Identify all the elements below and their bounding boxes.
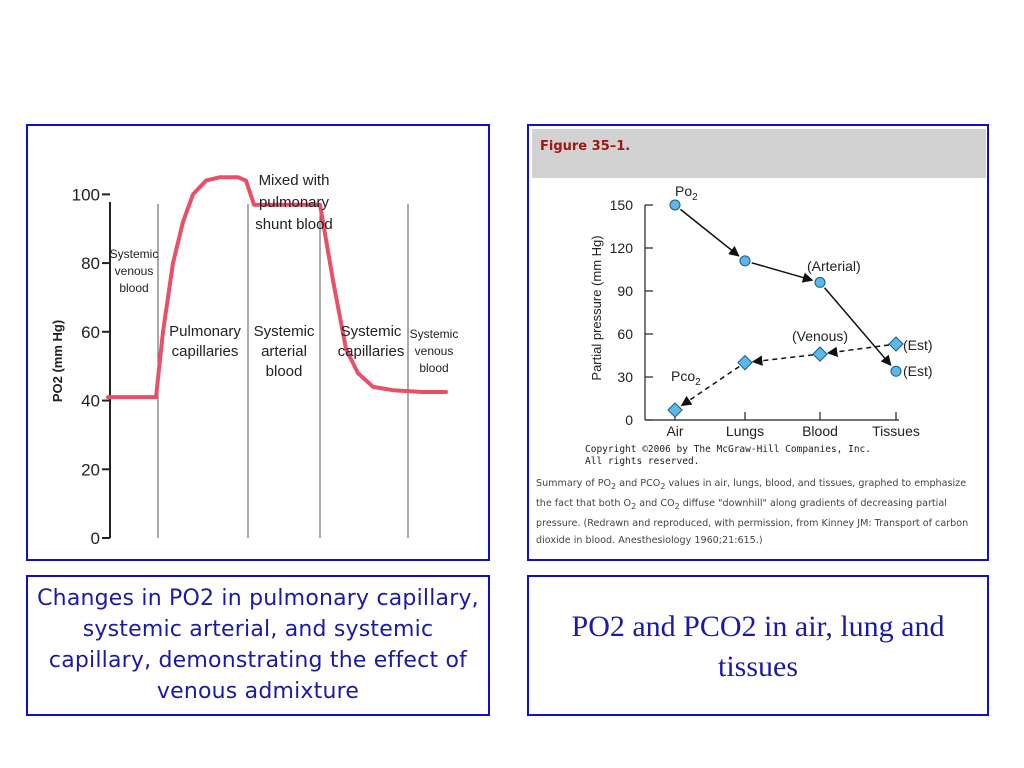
pco2-point: [667, 402, 683, 418]
y-tick-label: 120: [610, 240, 634, 256]
region-label-sv1: Systemic venous blood: [110, 247, 159, 295]
region-label-line: Pulmonary: [169, 323, 241, 340]
caption-text-part: diffuse "downhill" along gradients of de…: [536, 497, 969, 546]
x-tick-label: Tissues: [872, 423, 920, 439]
annotation-line: shunt blood: [255, 216, 333, 233]
caption-subscript: 2: [611, 481, 617, 491]
x-tick-label: Lungs: [726, 423, 764, 439]
pco2-point: [737, 354, 753, 371]
region-label-line: blood: [419, 361, 448, 375]
region-label-line: Systemic: [410, 327, 459, 341]
figure-caption: Summary of PO2 and PCO2 values in air, l…: [536, 475, 982, 549]
region-label-line: Systemic: [254, 323, 315, 340]
y-tick-label: 60: [81, 323, 100, 342]
y-tick-label: 30: [617, 369, 633, 385]
chart-annotation: (Est): [903, 337, 933, 353]
shunt-annotation: Mixed with pulmonary shunt blood: [255, 172, 333, 233]
caption-subscript: 2: [631, 501, 637, 511]
x-tick-label: Blood: [802, 423, 838, 439]
region-label-sv2: Systemic venous blood: [410, 327, 459, 375]
y-tick-label: 90: [617, 283, 633, 299]
region-label-line: capillaries: [338, 343, 405, 360]
region-label-sa: Systemic arterial blood: [254, 323, 315, 380]
figure-header: Figure 35–1.: [532, 129, 986, 178]
po2-segment: [751, 262, 814, 283]
region-label-line: Systemic: [110, 247, 159, 261]
po2-point: [890, 365, 902, 377]
y-tick-label: 100: [72, 185, 100, 204]
po2-point: [739, 255, 751, 267]
figure-label: Figure 35–1.: [540, 139, 631, 154]
caption-text-part: and PCO: [616, 478, 661, 489]
partial-pressure-chart: 0 30 60 90 120 150 Partial pressure (mm Hg) Air…: [589, 183, 933, 439]
right-caption-text: PO2 and PCO2 in air, lung and tissues: [571, 610, 945, 683]
caption-text-part: and CO: [636, 497, 675, 509]
po2-segment: [823, 287, 892, 366]
caption-subscript: 2: [660, 481, 666, 491]
region-label-line: arterial: [261, 343, 307, 360]
y-tick-label: 40: [81, 392, 100, 411]
region-label-line: venous: [415, 344, 454, 358]
pco2-point: [888, 336, 904, 352]
copyright-line-2: All rights reserved.: [585, 456, 700, 467]
region-label-line: venous: [115, 264, 154, 278]
series-label-base: Pco: [671, 368, 695, 384]
caption-text-part: values in air, lungs, blood, and tissues…: [536, 478, 967, 509]
region-label-sc: Systemic capillaries: [338, 323, 405, 360]
chart-annotation: (Venous): [792, 328, 848, 344]
series-label-sub: 2: [695, 377, 701, 388]
x-tick-label: Air: [666, 423, 683, 439]
y-tick-label: 150: [610, 197, 634, 213]
pco2-segment: [751, 354, 814, 366]
pco2-segment: [826, 344, 890, 357]
y-axis-label: Partial pressure (mm Hg): [589, 235, 604, 380]
y-tick-label: 0: [625, 412, 633, 428]
region-label-line: blood: [266, 363, 303, 380]
region-label-pc: Pulmonary capillaries: [169, 323, 241, 360]
po2-point: [669, 199, 681, 211]
copyright-line-1: Copyright ©2006 by The McGraw-Hill Compa…: [585, 444, 871, 455]
annotation-line: Mixed with: [259, 172, 330, 189]
y-tick-label: 20: [81, 460, 100, 479]
series-label-base: Po: [675, 183, 692, 199]
annotation-line: pulmonary: [259, 194, 330, 211]
left-caption-box: Changes in PO2 in pulmonary capillary, s…: [26, 575, 490, 716]
caption-text-part: Summary of PO: [536, 478, 612, 489]
caption-subscript: 2: [674, 501, 680, 511]
po2-point: [814, 276, 826, 288]
copyright-notice: Copyright ©2006 by The McGraw-Hill Compa…: [585, 444, 965, 468]
left-chart-panel: 0 20 40 60 80 100 PO2 (mm Hg) Systemic venous blo…: [26, 124, 490, 561]
pco2-segment: [680, 365, 740, 407]
y-tick-label: 0: [91, 529, 100, 548]
y-axis-label: PO2 (mm Hg): [50, 320, 65, 402]
po2-segment: [680, 208, 740, 257]
region-label-line: Systemic: [341, 323, 402, 340]
y-tick-label: 80: [81, 254, 100, 273]
chart-annotation: (Est): [903, 363, 933, 379]
pco2-point: [812, 346, 828, 362]
left-caption-text: Changes in PO2 in pulmonary capillary, s…: [37, 586, 479, 704]
pco2-series-label: Pco2: [671, 368, 701, 388]
region-label-line: blood: [119, 281, 148, 295]
right-figure-panel: Figure 35–1. 0 30 60 90 120 150 Partial pressu…: [527, 124, 989, 561]
series-label-sub: 2: [692, 192, 698, 203]
right-caption-box: PO2 and PCO2 in air, lung and tissues: [527, 575, 989, 716]
y-tick-label: 60: [617, 326, 633, 342]
chart-annotation: (Arterial): [807, 258, 861, 274]
po2-profile-chart: 0 20 40 60 80 100 PO2 (mm Hg) Systemic venous blo…: [50, 172, 459, 548]
po2-series-label: Po2: [675, 183, 698, 203]
region-label-line: capillaries: [172, 343, 239, 360]
po2-curve: [106, 175, 448, 400]
